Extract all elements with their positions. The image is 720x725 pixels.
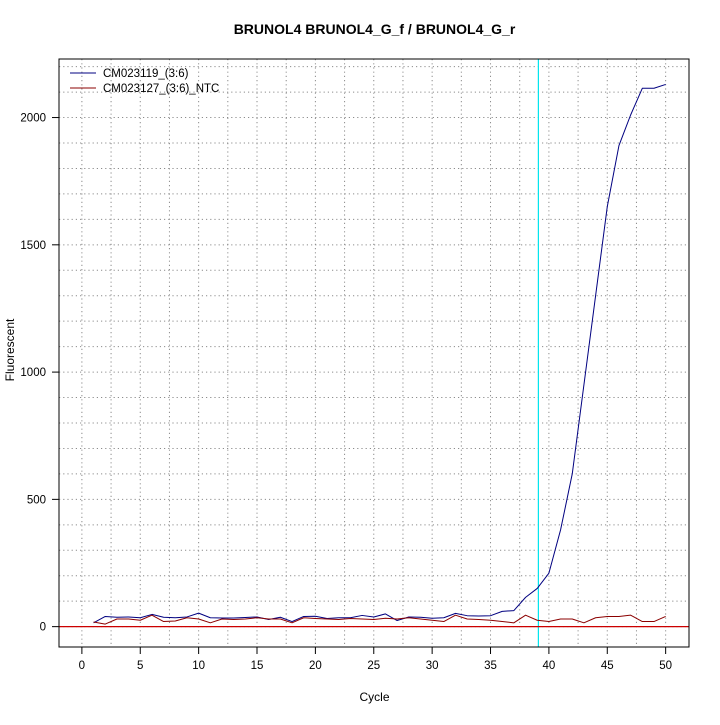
x-tick-label: 15	[251, 660, 264, 672]
y-tick-label: 1000	[20, 367, 46, 379]
x-tick-label: 0	[79, 660, 85, 672]
x-axis-title: Cycle	[359, 690, 389, 704]
x-tick-label: 50	[659, 660, 672, 672]
y-tick-label: 1500	[20, 240, 46, 252]
y-tick-label: 500	[27, 494, 46, 506]
x-tick-label: 30	[426, 660, 439, 672]
legend: CM023119_(3:6) CM023127_(3:6)_NTC	[70, 68, 219, 95]
x-tick-label: 10	[192, 660, 205, 672]
y-axis-title: Fluorescent	[3, 318, 17, 381]
series-line-2	[93, 614, 666, 625]
x-tick-label: 40	[542, 660, 555, 672]
series-line-1	[93, 83, 666, 624]
x-tick-label: 45	[601, 660, 614, 672]
chart-title: BRUNOL4 BRUNOL4_G_f / BRUNOL4_G_r	[234, 21, 516, 37]
y-tick-label: 0	[40, 622, 46, 634]
x-tick-label: 20	[309, 660, 322, 672]
legend-label: CM023127_(3:6)_NTC	[103, 83, 219, 95]
grid	[59, 59, 689, 647]
y-tick-label: 2000	[20, 113, 46, 125]
series-group	[59, 83, 689, 628]
x-tick-label: 25	[367, 660, 380, 672]
x-tick-label: 5	[137, 660, 143, 672]
legend-label: CM023119_(3:6)	[103, 68, 189, 80]
x-tick-label: 35	[484, 660, 497, 672]
